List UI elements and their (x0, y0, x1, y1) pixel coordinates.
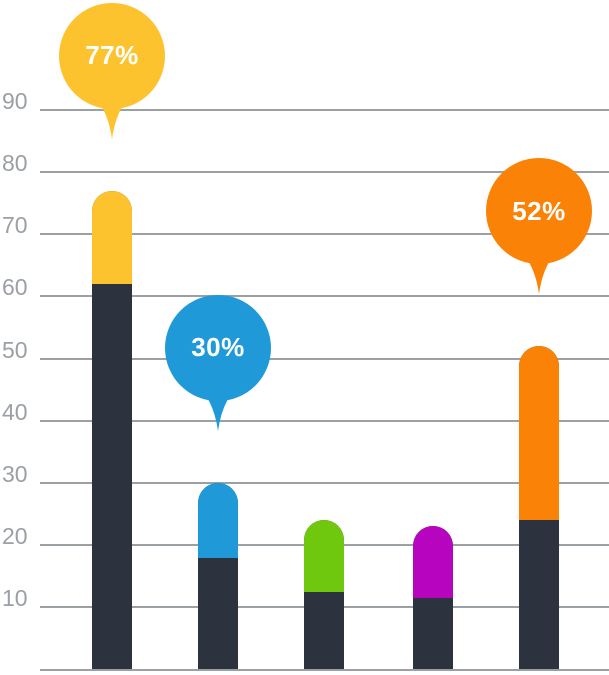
y-tick-label: 80 (2, 149, 28, 176)
bar-2-accent-segment (198, 482, 238, 558)
y-tick-label: 10 (2, 585, 28, 612)
bar-5-accent-segment (519, 346, 559, 521)
speech-balloon-icon (486, 158, 592, 295)
bar-5-callout-value: 52% (512, 195, 566, 226)
bar-4-accent-segment (413, 526, 453, 598)
bar-1 (92, 190, 132, 670)
bar-1-callout-bubble: 77% (57, 1, 167, 141)
bar-4 (413, 526, 453, 670)
speech-balloon-icon (165, 294, 271, 431)
y-tick-label: 30 (2, 460, 28, 487)
bar-2 (198, 482, 238, 670)
bar-2-callout-value: 30% (191, 332, 245, 363)
speech-balloon-icon (59, 2, 165, 139)
gridline-80 (40, 170, 609, 173)
gridline-40 (40, 419, 609, 422)
gridline-60 (40, 295, 609, 298)
y-tick-label: 70 (2, 212, 28, 239)
gridline-30 (40, 481, 609, 484)
y-tick-label: 20 (2, 523, 28, 550)
bar-1-accent-segment (92, 190, 132, 284)
gridline-90 (40, 108, 609, 111)
gridline-70 (40, 233, 609, 236)
bar-1-callout-value: 77% (85, 40, 139, 71)
y-tick-label: 60 (2, 274, 28, 301)
bar-5-callout-bubble: 52% (484, 156, 594, 296)
gridline-50 (40, 357, 609, 360)
bar-2-callout-bubble: 30% (163, 293, 273, 433)
y-tick-label: 40 (2, 398, 28, 425)
gridline-0 (40, 668, 609, 671)
bar-3-accent-segment (304, 520, 344, 592)
bar-5 (519, 346, 559, 670)
y-tick-label: 50 (2, 336, 28, 363)
y-tick-label: 90 (2, 87, 28, 114)
bar-3 (304, 520, 344, 670)
